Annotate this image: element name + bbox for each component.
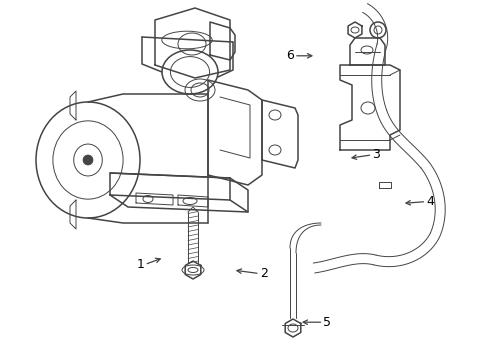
Text: 4: 4 — [426, 195, 434, 208]
Text: 3: 3 — [372, 148, 380, 161]
Circle shape — [83, 155, 93, 165]
Text: 5: 5 — [323, 316, 331, 329]
Text: 1: 1 — [137, 258, 145, 271]
Text: 6: 6 — [286, 49, 294, 62]
Text: 2: 2 — [260, 267, 268, 280]
